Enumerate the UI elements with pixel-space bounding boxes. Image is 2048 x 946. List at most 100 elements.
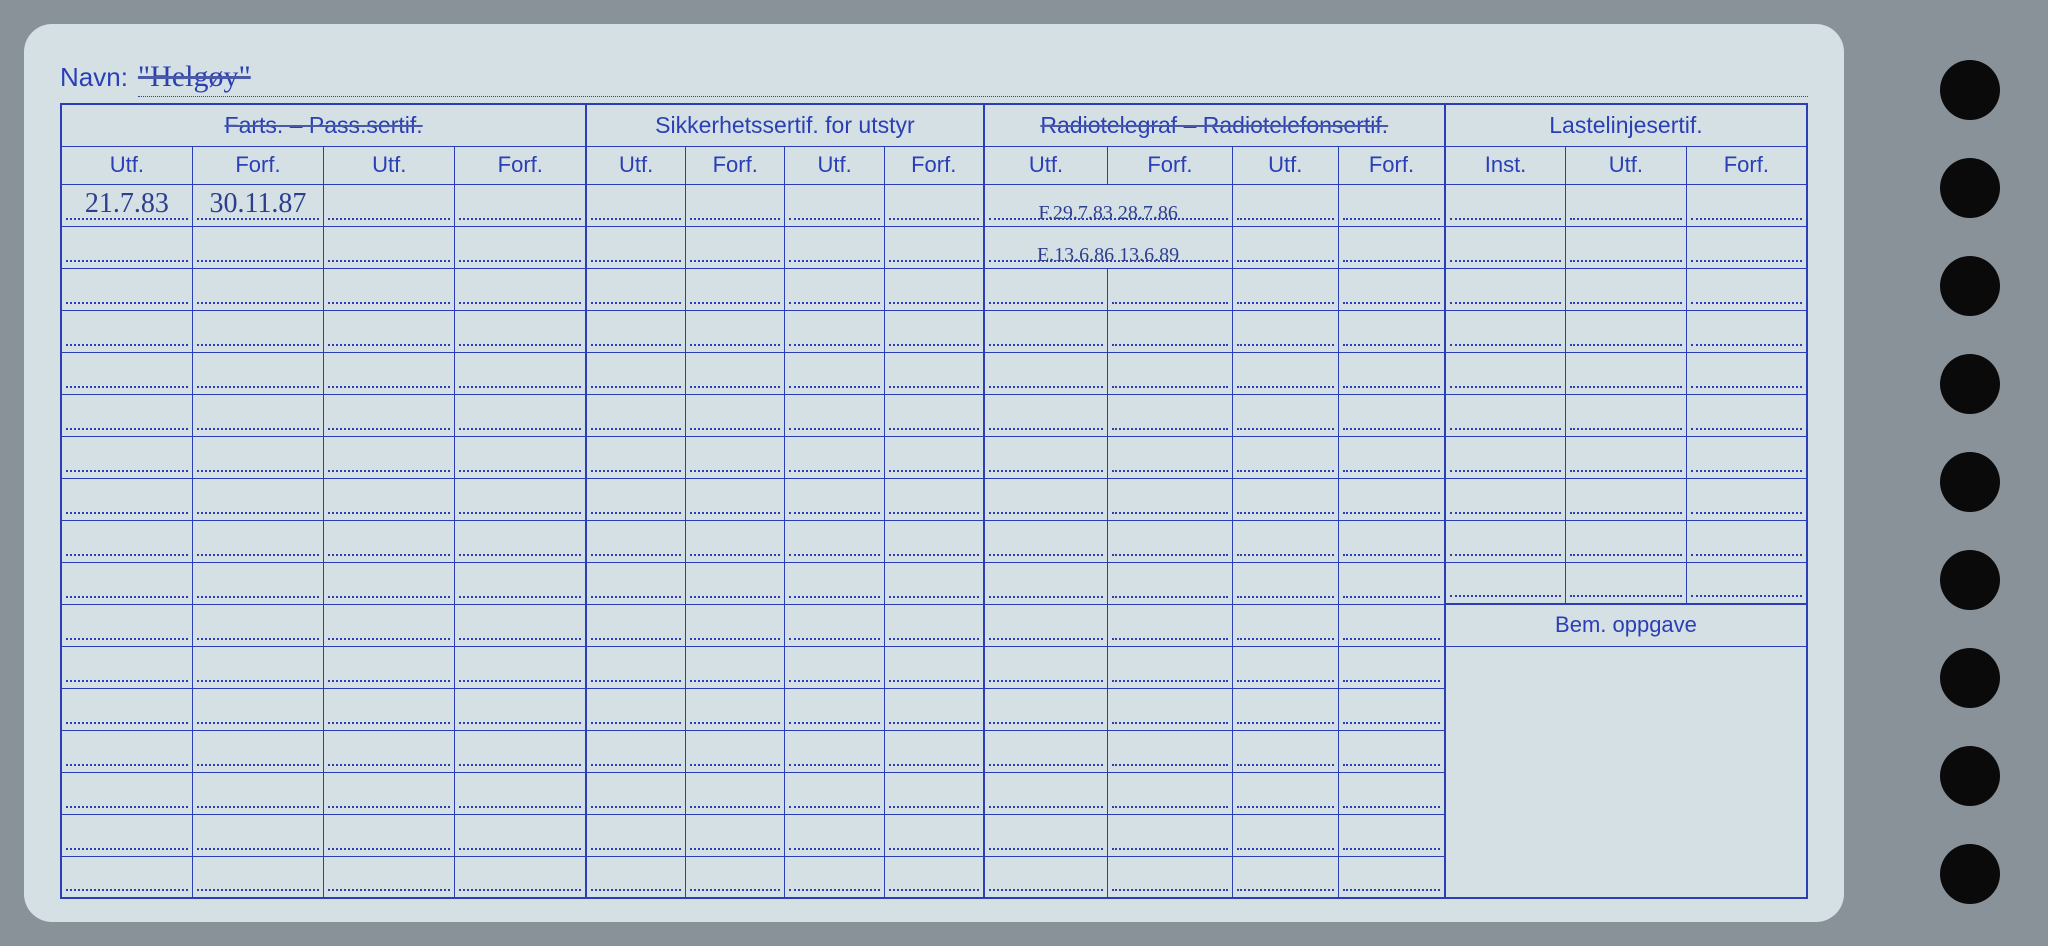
cell <box>61 478 192 520</box>
cell <box>686 562 785 604</box>
cell <box>324 352 455 394</box>
col-utf: Utf. <box>61 146 192 184</box>
dotted-rule <box>1343 722 1440 724</box>
dotted-rule <box>66 596 188 598</box>
dotted-rule <box>1237 218 1334 220</box>
dotted-rule <box>1691 218 1802 220</box>
cell <box>1566 310 1687 352</box>
dotted-rule <box>889 260 979 262</box>
cell <box>1445 184 1566 226</box>
cell <box>984 394 1108 436</box>
dotted-rule <box>459 344 581 346</box>
cell <box>455 394 586 436</box>
dotted-rule <box>197 638 319 640</box>
dotted-rule <box>889 806 979 808</box>
cell <box>586 856 685 898</box>
dotted-rule <box>1237 889 1334 891</box>
index-card: Navn: "Helgøy" Farts. – Pass.sertif. Sik… <box>24 24 1844 922</box>
cell <box>324 730 455 772</box>
table-row: Bem. oppgave <box>61 604 1807 646</box>
dotted-rule <box>690 344 780 346</box>
table-row <box>61 310 1807 352</box>
cell <box>324 772 455 814</box>
dotted-rule <box>328 764 450 766</box>
cell <box>686 436 785 478</box>
dotted-rule <box>459 889 581 891</box>
dotted-rule <box>690 638 780 640</box>
cell <box>192 226 323 268</box>
dotted-rule <box>1691 428 1802 430</box>
dotted-rule <box>591 218 681 220</box>
dotted-rule <box>889 680 979 682</box>
cell <box>586 310 685 352</box>
cell <box>61 856 192 898</box>
dotted-rule <box>1570 512 1682 514</box>
dotted-rule <box>1237 344 1334 346</box>
dotted-rule <box>1343 428 1440 430</box>
cell <box>1108 352 1232 394</box>
dotted-rule <box>1343 344 1440 346</box>
dotted-rule <box>197 386 319 388</box>
cell <box>984 646 1108 688</box>
table-row: E.13.6.86 13.6.89 <box>61 226 1807 268</box>
cell <box>1566 478 1687 520</box>
dotted-rule <box>690 386 780 388</box>
cell <box>192 478 323 520</box>
binder-hole <box>1940 158 2000 218</box>
cell <box>884 436 983 478</box>
dotted-rule <box>989 344 1104 346</box>
dotted-rule <box>1343 806 1440 808</box>
dotted-rule <box>989 722 1104 724</box>
cell <box>785 604 884 646</box>
dotted-rule <box>1343 386 1440 388</box>
cell <box>192 856 323 898</box>
handwritten-value: 30.11.87 <box>197 190 319 218</box>
cell <box>1566 226 1687 268</box>
dotted-rule <box>690 764 780 766</box>
cell <box>1445 310 1566 352</box>
dotted-rule <box>328 722 450 724</box>
cell <box>686 772 785 814</box>
dotted-rule <box>1237 512 1334 514</box>
dotted-rule <box>889 596 979 598</box>
cell <box>455 352 586 394</box>
bem-oppgave-body <box>1445 646 1807 898</box>
dotted-rule <box>1343 764 1440 766</box>
dotted-rule <box>197 260 319 262</box>
cell <box>61 688 192 730</box>
cell <box>1338 394 1444 436</box>
cell <box>884 478 983 520</box>
dotted-rule <box>1343 848 1440 850</box>
dotted-rule <box>989 806 1104 808</box>
navn-row: Navn: "Helgøy" <box>60 60 1808 97</box>
cell <box>324 268 455 310</box>
dotted-rule <box>1343 680 1440 682</box>
cell <box>192 310 323 352</box>
cell <box>1686 352 1807 394</box>
cell <box>1232 394 1338 436</box>
cell <box>884 688 983 730</box>
cell <box>1108 856 1232 898</box>
dotted-rule <box>197 428 319 430</box>
section-sikkerhet: Sikkerhetssertif. for utstyr <box>586 104 983 146</box>
cell <box>785 478 884 520</box>
dotted-rule <box>459 386 581 388</box>
dotted-rule <box>328 386 450 388</box>
cell <box>686 520 785 562</box>
cell <box>324 814 455 856</box>
cell <box>1108 436 1232 478</box>
dotted-rule <box>1343 260 1440 262</box>
cell <box>1686 478 1807 520</box>
dotted-rule <box>690 302 780 304</box>
cell <box>984 856 1108 898</box>
dotted-rule <box>66 889 188 891</box>
col-forf: Forf. <box>1338 146 1444 184</box>
cell <box>192 688 323 730</box>
cell <box>984 772 1108 814</box>
cell <box>586 772 685 814</box>
dotted-rule <box>197 344 319 346</box>
dotted-rule <box>690 596 780 598</box>
cell <box>61 814 192 856</box>
cell <box>455 562 586 604</box>
cell <box>455 268 586 310</box>
